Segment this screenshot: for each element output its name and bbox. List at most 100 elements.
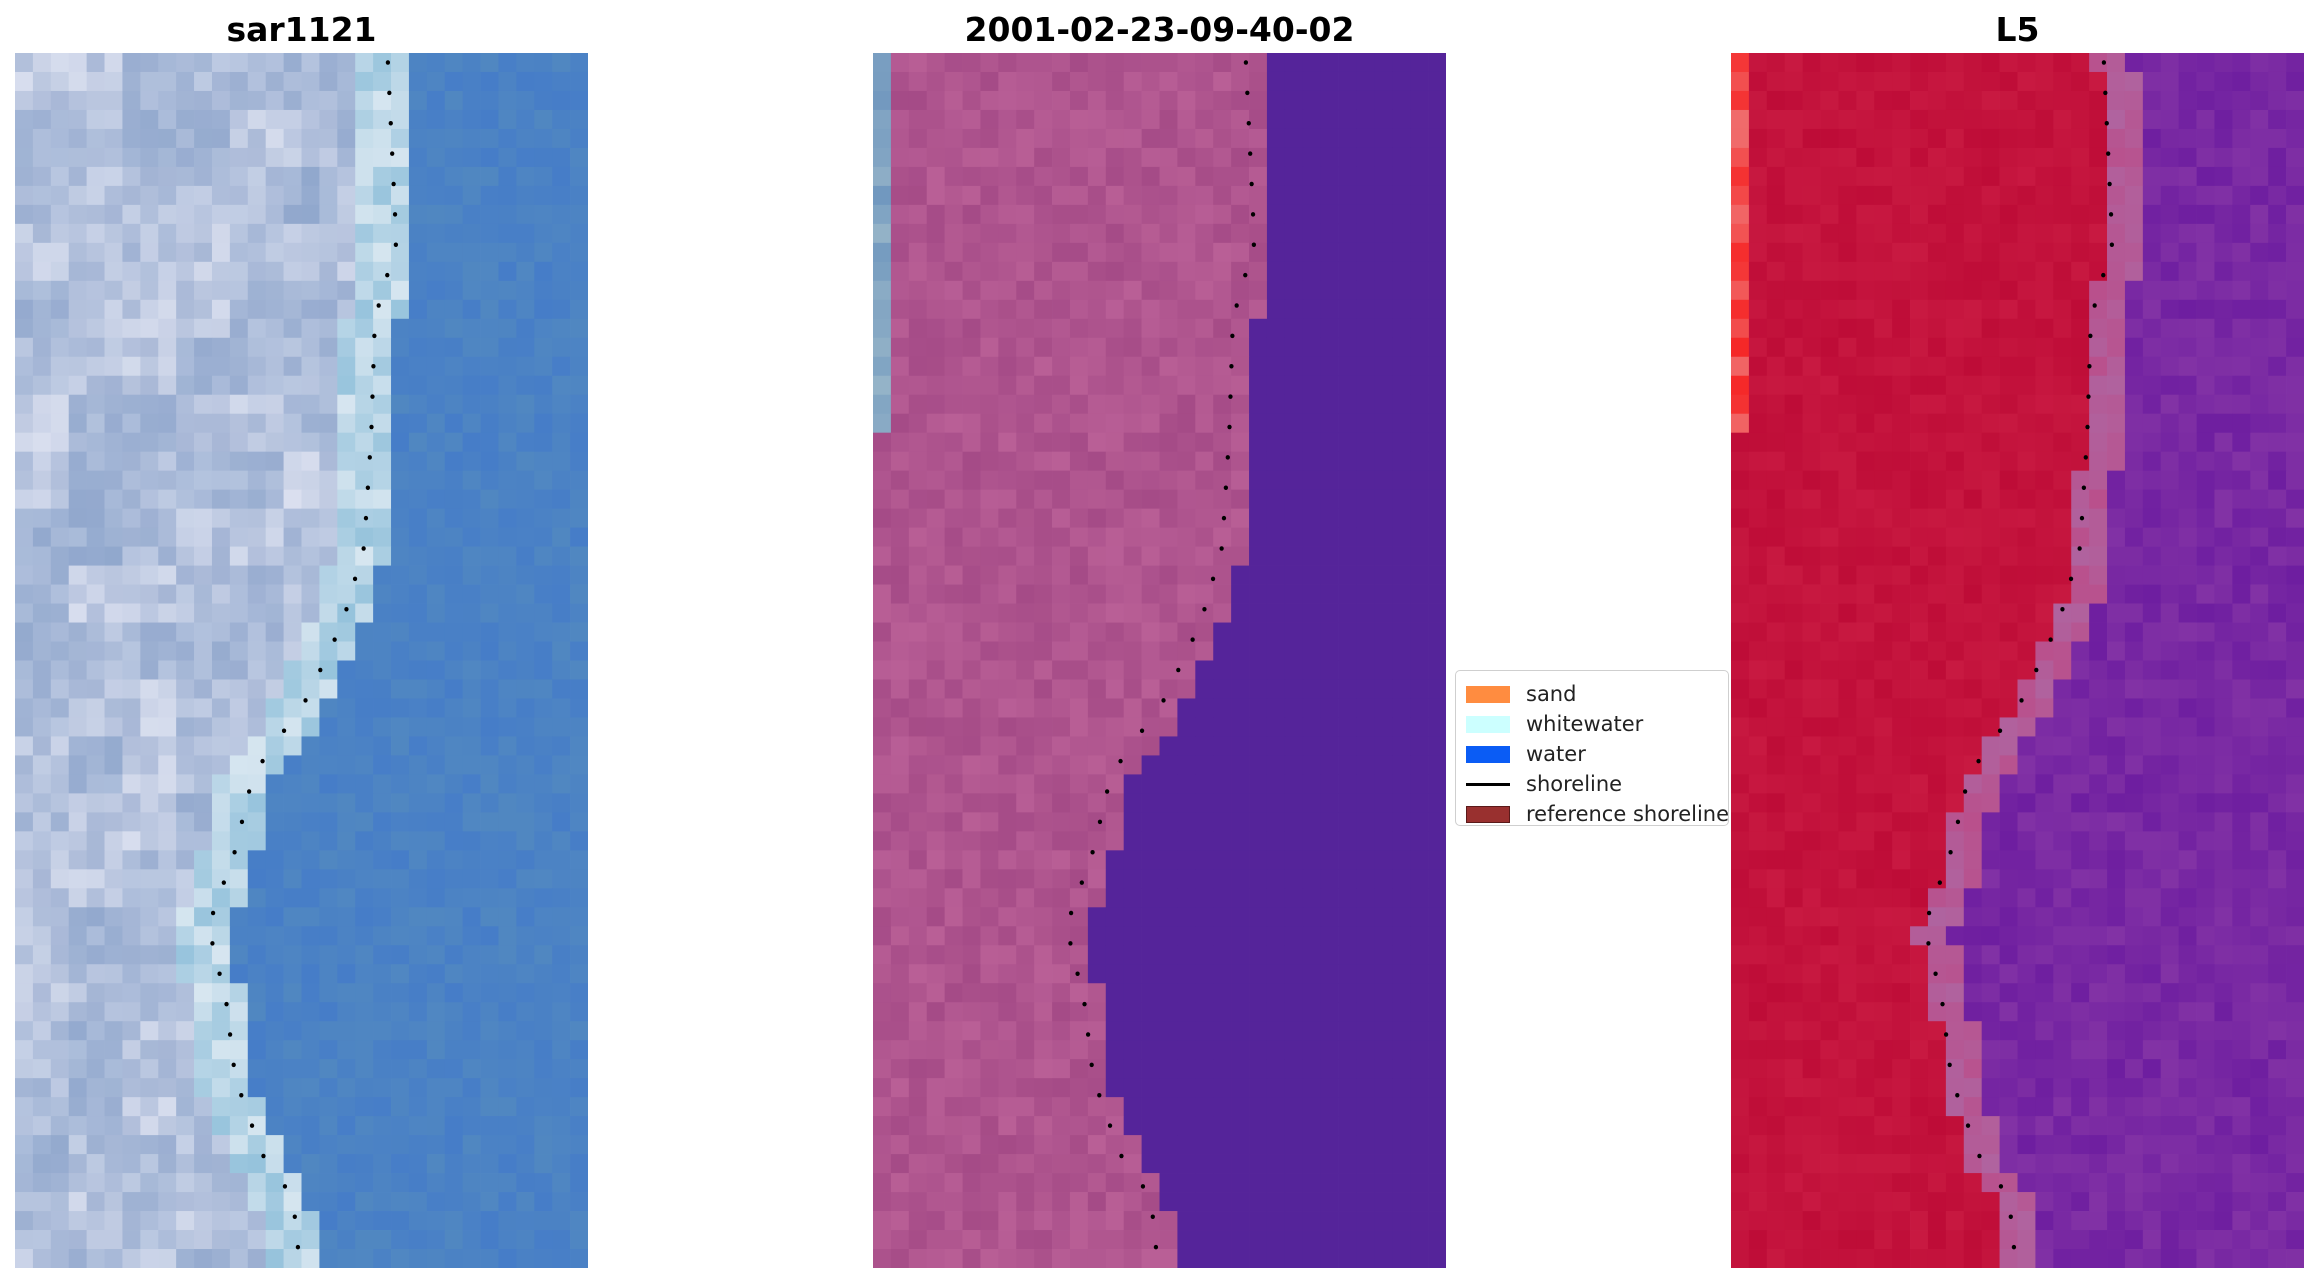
raster-pixel [1802,147,1821,168]
raster-pixel [1159,1059,1178,1079]
raster-pixel [1213,983,1232,1003]
shoreline-dot [376,303,381,308]
raster-pixel [1249,1097,1268,1117]
raster-pixel [570,1116,588,1136]
raster-pixel [265,109,284,130]
raster-pixel [2035,280,2054,301]
raster-pixel [176,717,195,737]
raster-pixel [1177,926,1196,946]
raster-pixel [229,1078,249,1098]
raster-pixel [1302,717,1322,737]
raster-pixel [50,337,70,358]
raster-pixel [1213,1173,1232,1193]
raster-pixel [265,1116,284,1136]
raster-pixel [1069,945,1089,965]
raster-pixel [462,1249,481,1268]
raster-pixel [1284,318,1304,339]
raster-pixel [68,755,87,775]
raster-pixel [1302,318,1322,339]
raster-pixel [2107,356,2126,377]
shoreline-dot [1075,971,1080,977]
raster-pixel [1123,926,1142,946]
raster-pixel [1892,299,1911,320]
raster-pixel [1356,71,1375,92]
raster-pixel [1231,1002,1250,1022]
raster-pixel [1284,1135,1304,1155]
raster-pixel [1392,964,1411,984]
raster-pixel [122,318,141,339]
raster-pixel [1141,622,1160,642]
raster-pixel [552,451,571,472]
raster-pixel [926,1249,945,1268]
raster-pixel [2286,318,2304,339]
raster-pixel [498,736,517,756]
raster-pixel [426,660,446,680]
raster-pixel [1123,185,1142,206]
raster-pixel [1320,907,1339,927]
raster-pixel [1141,546,1160,566]
raster-pixel [1052,356,1071,377]
raster-pixel [1195,337,1214,358]
raster-pixel [1356,983,1375,1003]
raster-pixel [15,546,34,566]
raster-pixel [1838,166,1857,187]
raster-pixel [1034,926,1053,946]
raster-pixel [1838,53,1857,73]
raster-pixel [391,812,410,832]
raster-pixel [1195,1211,1214,1231]
raster-pixel [1087,128,1107,149]
raster-pixel [1410,717,1429,737]
raster-pixel [1159,774,1178,794]
raster-pixel [1410,603,1429,623]
raster-pixel [1356,413,1375,434]
raster-pixel [32,394,52,415]
raster-pixel [1231,242,1250,263]
raster-pixel [15,793,34,813]
raster-pixel [265,679,284,699]
raster-pixel [1052,109,1071,130]
raster-pixel [158,109,177,130]
raster-pixel [1034,888,1053,908]
raster-pixel [1016,147,1035,168]
raster-pixel [229,432,249,453]
raster-pixel [1302,1192,1322,1212]
raster-pixel [1034,299,1053,320]
raster-pixel [1141,736,1160,756]
raster-pixel [1231,1097,1250,1117]
raster-pixel [1284,204,1304,225]
raster-pixel [534,1002,553,1022]
raster-pixel [1159,1116,1178,1136]
raster-pixel [1105,641,1125,661]
raster-pixel [283,565,302,585]
raster-pixel [265,584,284,604]
raster-pixel [1428,1116,1446,1136]
raster-pixel [1016,470,1035,491]
raster-pixel [122,1040,141,1060]
raster-pixel [1034,1078,1053,1098]
raster-pixel [1016,1116,1035,1136]
raster-pixel [462,147,481,168]
raster-pixel [32,869,52,889]
raster-pixel [1249,793,1268,813]
raster-pixel [998,1211,1017,1231]
raster-pixel [104,679,123,699]
raster-pixel [1123,299,1142,320]
raster-pixel [2035,318,2054,339]
raster-pixel [908,489,928,510]
raster-pixel [2071,413,2090,434]
raster-pixel [873,1249,892,1268]
raster-pixel [86,869,105,889]
raster-pixel [1374,546,1393,566]
raster-pixel [998,128,1017,149]
raster-pixel [498,53,517,73]
raster-pixel [1374,375,1393,396]
raster-pixel [1320,1059,1339,1079]
raster-pixel [1410,1116,1429,1136]
raster-pixel [498,470,517,491]
raster-pixel [1159,204,1178,225]
raster-pixel [391,1249,410,1268]
raster-pixel [944,280,963,301]
raster-pixel [1320,1040,1339,1060]
raster-pixel [211,470,231,491]
raster-pixel [265,983,284,1003]
